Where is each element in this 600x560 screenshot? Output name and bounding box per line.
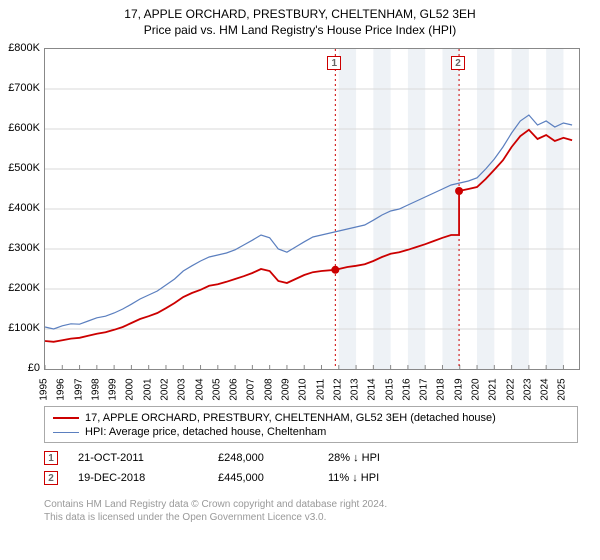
- x-tick-label: 2014: [367, 378, 378, 400]
- y-tick-label: £300K: [0, 242, 40, 254]
- chart-container: 17, APPLE ORCHARD, PRESTBURY, CHELTENHAM…: [0, 0, 600, 560]
- event-price: £445,000: [218, 472, 328, 484]
- x-tick-label: 2006: [229, 378, 240, 400]
- legend: 17, APPLE ORCHARD, PRESTBURY, CHELTENHAM…: [44, 406, 578, 443]
- chart-svg: [45, 49, 579, 369]
- event-row-marker: 1: [44, 451, 58, 465]
- x-tick-label: 1995: [39, 378, 50, 400]
- footer-line-2: This data is licensed under the Open Gov…: [44, 511, 578, 524]
- x-tick-label: 2011: [315, 379, 326, 401]
- event-row-marker: 2: [44, 471, 58, 485]
- x-tick-label: 2012: [332, 378, 343, 400]
- y-tick-label: £400K: [0, 202, 40, 214]
- x-tick-label: 2008: [263, 378, 274, 400]
- event-date: 19-DEC-2018: [78, 472, 218, 484]
- footer-line-1: Contains HM Land Registry data © Crown c…: [44, 498, 578, 511]
- events-table: 1 21-OCT-2011£248,00028% ↓ HPI 2 19-DEC-201…: [44, 448, 578, 488]
- x-tick-label: 2007: [246, 378, 257, 400]
- y-tick-label: £0: [0, 362, 40, 374]
- x-tick-label: 2002: [160, 378, 171, 400]
- x-tick-label: 2005: [211, 378, 222, 400]
- title-line-1: 17, APPLE ORCHARD, PRESTBURY, CHELTENHAM…: [0, 6, 600, 22]
- title-line-2: Price paid vs. HM Land Registry's House …: [0, 22, 600, 38]
- x-tick-label: 1996: [56, 378, 67, 400]
- x-tick-label: 2017: [419, 378, 430, 400]
- x-tick-label: 1999: [108, 378, 119, 400]
- y-tick-label: £800K: [0, 42, 40, 54]
- footer-attribution: Contains HM Land Registry data © Crown c…: [44, 498, 578, 524]
- event-marker-2: 2: [451, 56, 465, 70]
- x-tick-label: 2019: [453, 378, 464, 400]
- legend-label: HPI: Average price, detached house, Chel…: [85, 426, 326, 438]
- legend-swatch: [53, 432, 79, 433]
- x-tick-label: 2024: [540, 378, 551, 400]
- x-tick-label: 2018: [436, 378, 447, 400]
- legend-label: 17, APPLE ORCHARD, PRESTBURY, CHELTENHAM…: [85, 412, 496, 424]
- x-tick-label: 2023: [523, 378, 534, 400]
- x-tick-label: 2003: [177, 378, 188, 400]
- y-tick-label: £100K: [0, 322, 40, 334]
- x-tick-label: 2004: [194, 378, 205, 400]
- x-tick-label: 2010: [298, 378, 309, 400]
- event-delta: 28% ↓ HPI: [328, 452, 428, 464]
- x-tick-label: 2016: [402, 378, 413, 400]
- legend-item: HPI: Average price, detached house, Chel…: [53, 425, 569, 439]
- x-tick-label: 2015: [384, 378, 395, 400]
- event-row: 2 19-DEC-2018£445,00011% ↓ HPI: [44, 468, 578, 488]
- x-tick-label: 2020: [471, 378, 482, 400]
- legend-swatch: [53, 417, 79, 419]
- event-date: 21-OCT-2011: [78, 452, 218, 464]
- y-tick-label: £200K: [0, 282, 40, 294]
- x-tick-label: 2022: [505, 378, 516, 400]
- event-marker-1: 1: [327, 56, 341, 70]
- x-tick-label: 2001: [142, 378, 153, 400]
- x-tick-label: 2021: [488, 378, 499, 400]
- y-tick-label: £500K: [0, 162, 40, 174]
- event-row: 1 21-OCT-2011£248,00028% ↓ HPI: [44, 448, 578, 468]
- plot-area: [44, 48, 580, 370]
- chart-title: 17, APPLE ORCHARD, PRESTBURY, CHELTENHAM…: [0, 0, 600, 38]
- x-tick-label: 1997: [73, 378, 84, 400]
- event-price: £248,000: [218, 452, 328, 464]
- y-tick-label: £700K: [0, 82, 40, 94]
- x-tick-label: 2025: [557, 378, 568, 400]
- x-tick-label: 1998: [90, 378, 101, 400]
- legend-item: 17, APPLE ORCHARD, PRESTBURY, CHELTENHAM…: [53, 411, 569, 425]
- x-tick-label: 2009: [281, 378, 292, 400]
- y-tick-label: £600K: [0, 122, 40, 134]
- x-tick-label: 2013: [350, 378, 361, 400]
- x-tick-label: 2000: [125, 378, 136, 400]
- event-delta: 11% ↓ HPI: [328, 472, 428, 484]
